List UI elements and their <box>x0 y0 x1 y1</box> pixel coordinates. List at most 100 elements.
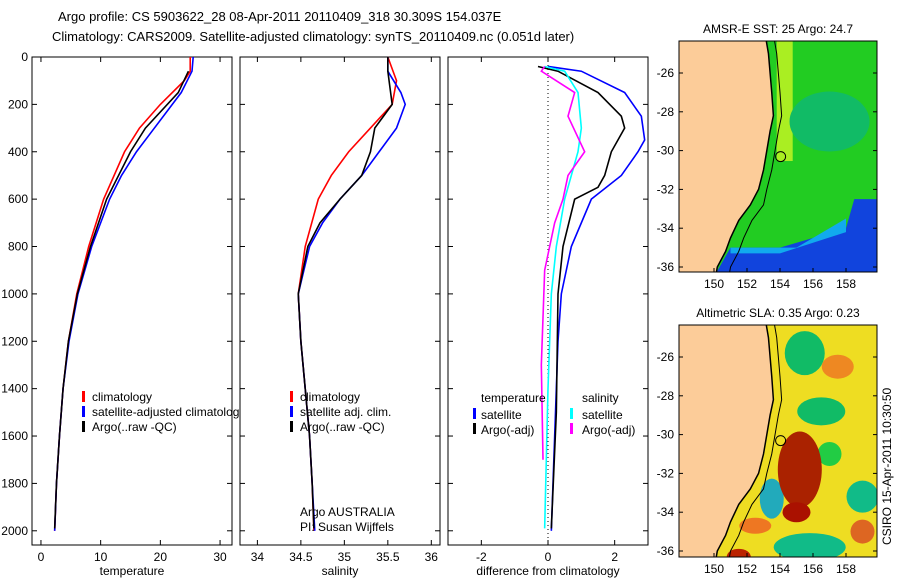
map-1: AMSR-E SST: 25 Argo: 24.7 150 152 154 156 158… <box>657 22 878 291</box>
legend-swatch <box>570 408 573 419</box>
map-y-tick-label: -26 <box>657 350 675 364</box>
map-2: Altimetric SLA: 0.35 Argo: 0.23 150 152 154… <box>657 306 878 576</box>
legend-swatch <box>82 406 85 417</box>
legend-swatch <box>290 391 293 402</box>
sla-blob <box>850 519 875 544</box>
y-tick-label: 1400 <box>1 382 28 396</box>
sla-blob <box>759 478 784 519</box>
legend-label: Argo(..raw -QC) <box>300 420 385 434</box>
x-tick-label: -2 <box>476 550 487 564</box>
map-x-tick-label: 156 <box>803 562 823 576</box>
legend-label: climatology <box>92 390 152 404</box>
legend-swatch <box>82 421 85 432</box>
map-y-tick-label: -34 <box>657 505 675 519</box>
shelf-contour <box>728 325 783 557</box>
legend-label: Argo(..raw -QC) <box>92 420 177 434</box>
x-tick-label: 34.5 <box>289 550 313 564</box>
legend-label: Argo(-adj) <box>481 423 534 437</box>
map-y-tick-label: -34 <box>657 221 675 235</box>
legend-swatch <box>290 406 293 417</box>
map-y-tick-label: -30 <box>657 144 675 158</box>
plot-frame <box>31 56 233 546</box>
legend-group-title: temperature <box>481 391 546 405</box>
series-line-argo <box>297 57 394 529</box>
x-axis-label: difference from climatology <box>476 564 619 578</box>
map-y-tick-label: -32 <box>657 182 675 196</box>
figure-title-line2: Climatology: CARS2009. Satellite-adjuste… <box>52 29 575 44</box>
sla-blob <box>797 397 846 426</box>
land <box>679 325 774 557</box>
x-tick-label: 10 <box>94 550 108 564</box>
x-tick-label: 34 <box>251 550 265 564</box>
x-tick-label: 35 <box>338 550 352 564</box>
argo-location-marker <box>775 435 787 447</box>
x-tick-label: 30 <box>213 550 227 564</box>
x-tick-label: 20 <box>154 550 168 564</box>
sla-blob <box>784 331 825 376</box>
y-tick-label: 400 <box>8 145 28 159</box>
map-x-tick-label: 154 <box>770 562 790 576</box>
legend-swatch <box>570 423 573 434</box>
footer-timestamp: CSIRO 15-Apr-2011 10:30:50 <box>880 387 894 545</box>
map-x-tick-label: 150 <box>704 562 724 576</box>
map-frame <box>678 40 878 273</box>
argo-location-marker <box>775 151 787 163</box>
y-tick-label: 1600 <box>1 429 28 443</box>
y-tick-label: 600 <box>8 192 28 206</box>
legend-label: satellite adj. clim. <box>300 405 391 419</box>
cool-water-edge <box>730 218 846 254</box>
legend-label: climatology <box>300 390 360 404</box>
y-tick-label: 1000 <box>1 287 28 301</box>
coastline <box>715 325 775 557</box>
map-y-tick-label: -28 <box>657 105 675 119</box>
annotation-text: PI: Susan Wijffels <box>300 520 394 534</box>
map-x-tick-label: 156 <box>803 277 823 291</box>
series-line-argo <box>53 70 190 529</box>
map-y-tick-label: -32 <box>657 466 675 480</box>
y-tick-label: 0 <box>21 50 28 64</box>
map-y-tick-label: -30 <box>657 428 675 442</box>
legend-swatch <box>290 421 293 432</box>
x-tick-label: 0 <box>545 550 552 564</box>
sla-blob <box>817 442 842 466</box>
map-y-tick-label: -36 <box>657 260 675 274</box>
map-image <box>679 325 877 557</box>
series-line-salinity-satellite <box>543 65 583 529</box>
map-title: AMSR-E SST: 25 Argo: 24.7 <box>703 22 853 36</box>
x-tick-label: 2 <box>611 550 618 564</box>
map-title: Altimetric SLA: 0.35 Argo: 0.23 <box>696 306 860 320</box>
y-tick-label: 1200 <box>1 334 28 348</box>
sst-patch <box>789 91 870 152</box>
x-tick-label: 35.5 <box>376 550 400 564</box>
sla-blob <box>846 480 877 513</box>
map-x-tick-label: 150 <box>704 277 724 291</box>
legend-swatch <box>473 408 476 419</box>
cool-water <box>716 199 877 272</box>
map-x-tick-label: 152 <box>737 277 757 291</box>
map-x-tick-label: 152 <box>737 562 757 576</box>
y-tick-label: 2000 <box>1 524 28 538</box>
series-line-temperature-argo-adj- <box>537 65 626 529</box>
coastline <box>715 41 775 272</box>
legend-label: satellite-adjusted climatology <box>92 405 245 419</box>
x-axis-label: temperature <box>100 564 165 578</box>
figure-title-line1: Argo profile: CS 5903622_28 08-Apr-2011 … <box>58 9 502 24</box>
x-tick-label: 0 <box>38 550 45 564</box>
x-tick-label: 36 <box>425 550 439 564</box>
sla-blob <box>821 354 854 379</box>
sla-blob <box>782 502 811 523</box>
plot-frame <box>239 56 441 546</box>
sla-blob <box>739 517 772 534</box>
y-tick-label: 800 <box>8 240 28 254</box>
panel-2: 34 34.5 35 35.5 36 salinity climatologysatelli… <box>239 56 441 578</box>
map-x-tick-label: 154 <box>770 277 790 291</box>
map-image <box>679 41 877 272</box>
legend-swatch <box>473 423 476 434</box>
x-axis-label: salinity <box>322 564 359 578</box>
legend-group-title: salinity <box>582 391 619 405</box>
sla-blob <box>773 533 846 557</box>
panel-1: 0 10 20 30 temperature 0 200 400 600 800 1000 1200 1… <box>1 50 245 578</box>
